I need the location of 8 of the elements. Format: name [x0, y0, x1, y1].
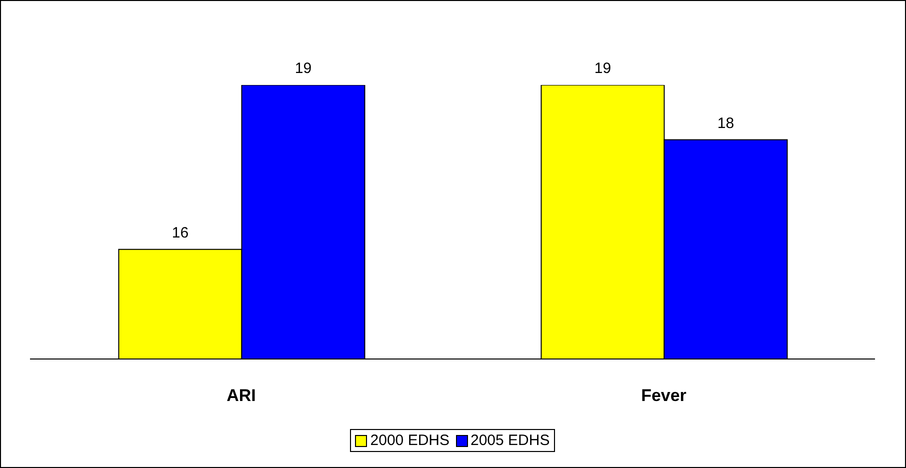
data-label: 16 — [172, 224, 189, 242]
legend-label: 2005 EDHS — [470, 432, 550, 449]
data-label: 19 — [594, 60, 612, 77]
legend-label: 2000 EDHS — [369, 432, 450, 449]
x-tick-label: Fever — [641, 386, 687, 406]
data-label: 18 — [717, 114, 734, 132]
x-tick-label: ARI — [226, 386, 256, 406]
data-label: 19 — [294, 60, 312, 77]
